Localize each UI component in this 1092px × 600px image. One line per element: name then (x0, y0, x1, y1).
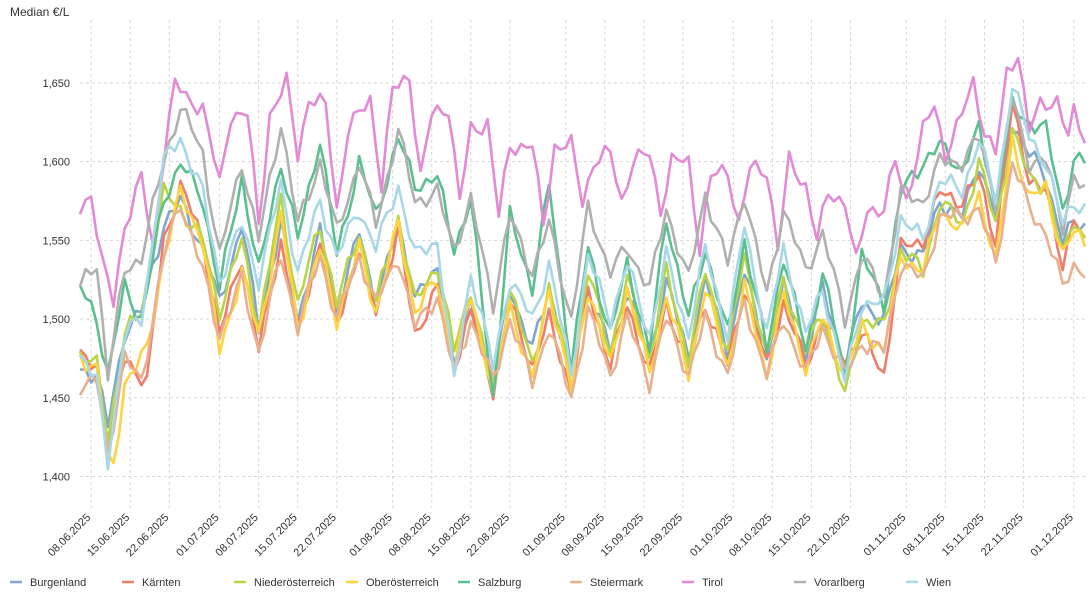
y-tick-label: 1,650 (42, 78, 70, 90)
series-line-steiermark (78, 161, 1086, 452)
x-tick-label: 22.11.2025 (979, 512, 1026, 559)
legend-label: Tirol (702, 577, 723, 589)
legend-label: Burgenland (30, 577, 86, 589)
series-lines (78, 56, 1087, 471)
legend-item: Oberösterreich (346, 577, 439, 589)
legend-item: Burgenland (10, 577, 86, 589)
x-tick-label: 22.09.2025 (638, 512, 685, 559)
legend-item: Tirol (682, 577, 723, 589)
legend-item: Wien (906, 577, 951, 589)
series-line-oberösterreich (78, 133, 1087, 465)
legend-label: Kärnten (142, 577, 181, 589)
y-tick-label: 1,550 (42, 235, 70, 247)
legend-label: Steiermark (590, 577, 644, 589)
legend-label: Vorarlberg (814, 577, 865, 589)
legend-label: Wien (926, 577, 951, 589)
y-tick-label: 1,500 (42, 314, 70, 326)
x-tick-label: 22.06.2025 (124, 512, 171, 559)
legend-item: Salzburg (458, 577, 521, 589)
legend-item: Steiermark (570, 577, 644, 589)
legend-label: Niederösterreich (254, 577, 335, 589)
x-tick-label: 22.08.2025 (465, 512, 512, 559)
x-tick-label: 01.12.2025 (1029, 512, 1076, 559)
legend-item: Vorarlberg (794, 577, 865, 589)
series-line-niederösterreich (78, 127, 1087, 444)
series-line-wien (79, 87, 1087, 471)
legend-label: Oberösterreich (366, 577, 439, 589)
x-tick-label: 22.10.2025 (805, 512, 852, 559)
x-tick-label: 22.07.2025 (292, 512, 339, 559)
y-tick-label: 1,600 (42, 157, 70, 169)
legend: Burgenland Kärnten Niederösterreich Oberöst… (10, 577, 951, 589)
y-tick-label: 1,400 (42, 472, 70, 484)
legend-label: Salzburg (478, 577, 521, 589)
series-line-vorarlberg (78, 99, 1086, 382)
y-tick-label: 1,450 (42, 393, 70, 405)
legend-item: Niederösterreich (234, 577, 335, 589)
y-axis-title: Median €/L (10, 5, 70, 19)
series-line-tirol (78, 56, 1087, 309)
legend-item: Kärnten (122, 577, 181, 589)
y-axis: 1,400 1,450 1,500 1,550 1,600 1,650 (42, 78, 70, 484)
